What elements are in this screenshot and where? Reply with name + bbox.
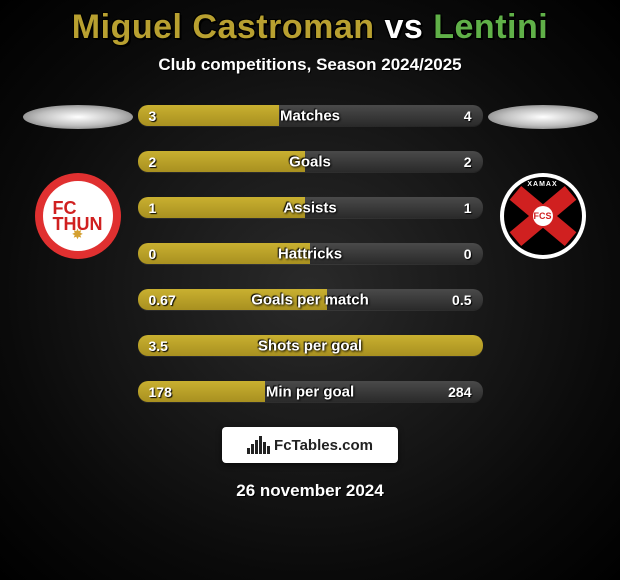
brand-text: FcTables.com xyxy=(274,437,373,454)
team2-logo: XAMAX FCS xyxy=(500,173,586,259)
stat-row: 0 0 Hattricks xyxy=(138,243,483,264)
stat-row: 178 284 Min per goal xyxy=(138,381,483,402)
player2-name: Lentini xyxy=(433,8,548,46)
subtitle: Club competitions, Season 2024/2025 xyxy=(0,55,620,75)
stat-value-left: 3 xyxy=(149,108,157,124)
player2-halo xyxy=(488,105,598,129)
stat-value-right: 0 xyxy=(464,246,472,262)
stat-bar-right xyxy=(305,151,483,172)
team1-logo: FCTHUN ✸ xyxy=(35,173,121,259)
stat-label: Min per goal xyxy=(266,383,354,400)
stat-label: Assists xyxy=(283,199,336,216)
stat-bar-left xyxy=(138,197,305,218)
stat-bar-left xyxy=(138,105,279,126)
team1-star-icon: ✸ xyxy=(72,226,84,243)
stat-value-right: 1 xyxy=(464,200,472,216)
comparison-date: 26 november 2024 xyxy=(0,481,620,501)
stat-value-left: 0.67 xyxy=(149,292,176,308)
brand-badge: FcTables.com xyxy=(222,427,398,463)
stat-label: Goals xyxy=(289,153,331,170)
comparison-title: Miguel Castroman vs Lentini xyxy=(0,0,620,47)
stat-value-right: 2 xyxy=(464,154,472,170)
comparison-content: FCTHUN ✸ 3 4 Matches 2 2 Goals 1 1 Assists 0 0 Hatt… xyxy=(0,105,620,402)
stat-row: 3.5 Shots per goal xyxy=(138,335,483,356)
stat-value-right: 4 xyxy=(464,108,472,124)
stat-label: Shots per goal xyxy=(258,337,362,354)
team2-ball-icon: FCS xyxy=(533,206,553,226)
stats-bars: 3 4 Matches 2 2 Goals 1 1 Assists 0 0 Hattricks 0.67… xyxy=(138,105,483,402)
vs-label: vs xyxy=(384,8,423,46)
stat-bar-left xyxy=(138,151,305,172)
stat-row: 3 4 Matches xyxy=(138,105,483,126)
stat-value-right: 284 xyxy=(448,384,471,400)
stat-row: 1 1 Assists xyxy=(138,197,483,218)
stat-value-left: 3.5 xyxy=(149,338,168,354)
stat-row: 2 2 Goals xyxy=(138,151,483,172)
brand-bars-icon xyxy=(247,436,270,454)
stat-value-right: 0.5 xyxy=(452,292,471,308)
stat-value-left: 1 xyxy=(149,200,157,216)
left-team-side: FCTHUN ✸ xyxy=(18,105,138,259)
stat-value-left: 0 xyxy=(149,246,157,262)
stat-label: Goals per match xyxy=(251,291,369,308)
stat-label: Matches xyxy=(280,107,340,124)
right-team-side: XAMAX FCS xyxy=(483,105,603,259)
player1-name: Miguel Castroman xyxy=(72,8,375,46)
stat-label: Hattricks xyxy=(278,245,342,262)
player1-halo xyxy=(23,105,133,129)
stat-value-left: 2 xyxy=(149,154,157,170)
stat-value-left: 178 xyxy=(149,384,172,400)
stat-row: 0.67 0.5 Goals per match xyxy=(138,289,483,310)
